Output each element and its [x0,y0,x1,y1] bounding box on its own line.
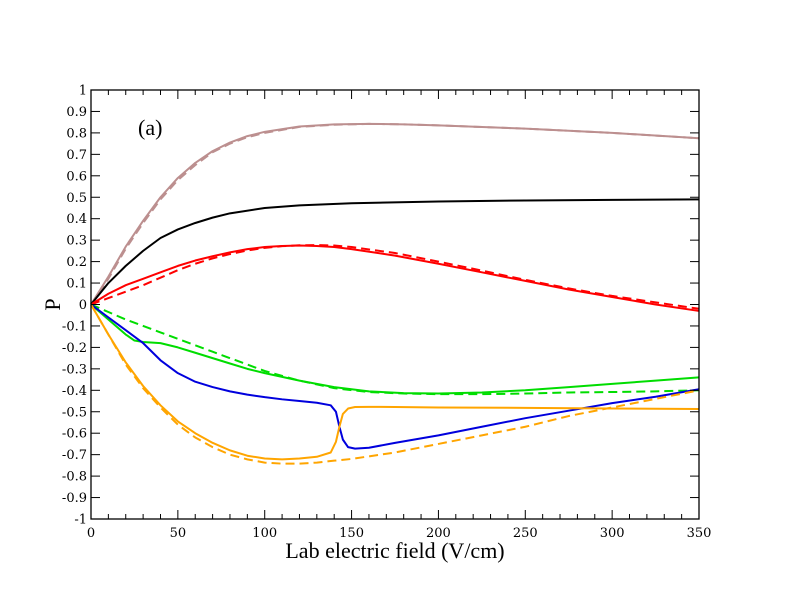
x-tick-label: 150 [339,526,364,541]
series-line-rosy-brown-solid [90,122,700,306]
series-layer [90,122,700,465]
series-line-rosy-brown-dashed [90,122,700,306]
x-tick-label: 100 [252,526,277,541]
series-line-orange-dashed [90,303,700,465]
series-line-black-solid [90,198,700,306]
panel-annotation: (a) [138,115,162,140]
x-tick-label: 250 [513,526,538,541]
y-tick-label: -0.3 [62,362,87,377]
y-tick-label: 0.8 [66,126,87,141]
y-tick-label: 0 [79,298,87,313]
y-tick-label: -0.1 [62,319,87,334]
series-line-red-solid [90,244,700,312]
y-tick-label: 1 [79,84,87,99]
series-line-blue-solid [90,303,700,450]
y-tick-label: -0.5 [62,405,87,420]
y-tick-label: 0.6 [66,169,87,184]
y-tick-label: 0.3 [66,234,87,249]
x-tick-label: 350 [687,526,712,541]
y-tick-label: -0.4 [62,384,87,399]
y-tick-label: 0.2 [66,255,87,270]
series-line-red-dashed [90,244,700,310]
x-tick-label: 300 [600,526,625,541]
x-tick-label: 0 [87,526,95,541]
series-line-green-dashed [90,303,700,396]
y-tick-label: 0.7 [66,148,87,163]
series-line-green-solid [90,303,700,395]
series-line-orange-solid [90,303,700,461]
y-tick-label: 0.4 [66,212,87,227]
x-axis-title: Lab electric field (V/cm) [285,538,504,563]
x-tick-label: 200 [426,526,451,541]
y-tick-label: 0.1 [66,277,87,292]
y-tick-label: 0.5 [66,191,87,206]
y-tick-label: 0.9 [66,105,87,120]
y-tick-label: -0.7 [62,448,87,463]
y-tick-label: -0.8 [62,470,87,485]
y-tick-label: -0.9 [62,491,87,506]
y-axis-title: P [40,298,65,310]
x-tick-label: 50 [170,526,187,541]
y-tick-label: -1 [74,513,87,528]
axis-ticks: 0 50 100 150 200 250 300 350 -1 -0.9 -0.8 -0.7 -0.6 -… [62,84,711,542]
y-tick-label: -0.2 [62,341,87,356]
y-tick-label: -0.6 [62,427,87,442]
plot-frame [90,89,700,520]
